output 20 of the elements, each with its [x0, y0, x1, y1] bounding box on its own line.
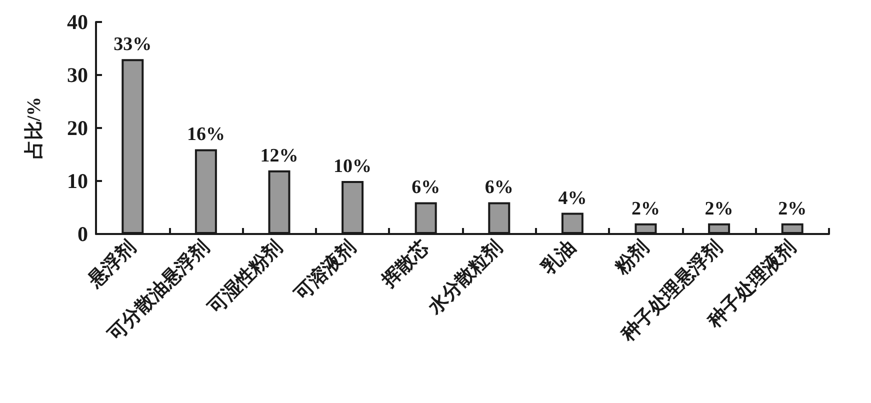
data-label: 6%	[412, 177, 440, 198]
y-axis-title: 占比/%	[23, 96, 45, 160]
data-label: 2%	[704, 198, 734, 220]
data-label: 10%	[334, 156, 372, 177]
y-tick-label: 40	[67, 10, 88, 34]
y-tick-label: 10	[67, 169, 88, 193]
data-label: 16%	[186, 124, 225, 146]
x-tick-label: 挥散芯	[377, 236, 434, 292]
x-tick-label: 可溶液剂	[290, 236, 360, 306]
x-tick-label: 粉剂	[610, 236, 654, 279]
data-label: 12%	[260, 145, 298, 166]
y-tick-label: 0	[78, 222, 88, 246]
data-label: 2%	[632, 198, 660, 220]
y-tick-label: 30	[67, 63, 88, 87]
data-label: 33%	[114, 34, 152, 56]
y-tick-label: 20	[67, 116, 88, 140]
data-label: 2%	[778, 198, 807, 220]
data-label: 6%	[484, 177, 514, 198]
data-label: 4%	[558, 188, 587, 209]
x-tick-label: 乳油	[536, 236, 580, 279]
